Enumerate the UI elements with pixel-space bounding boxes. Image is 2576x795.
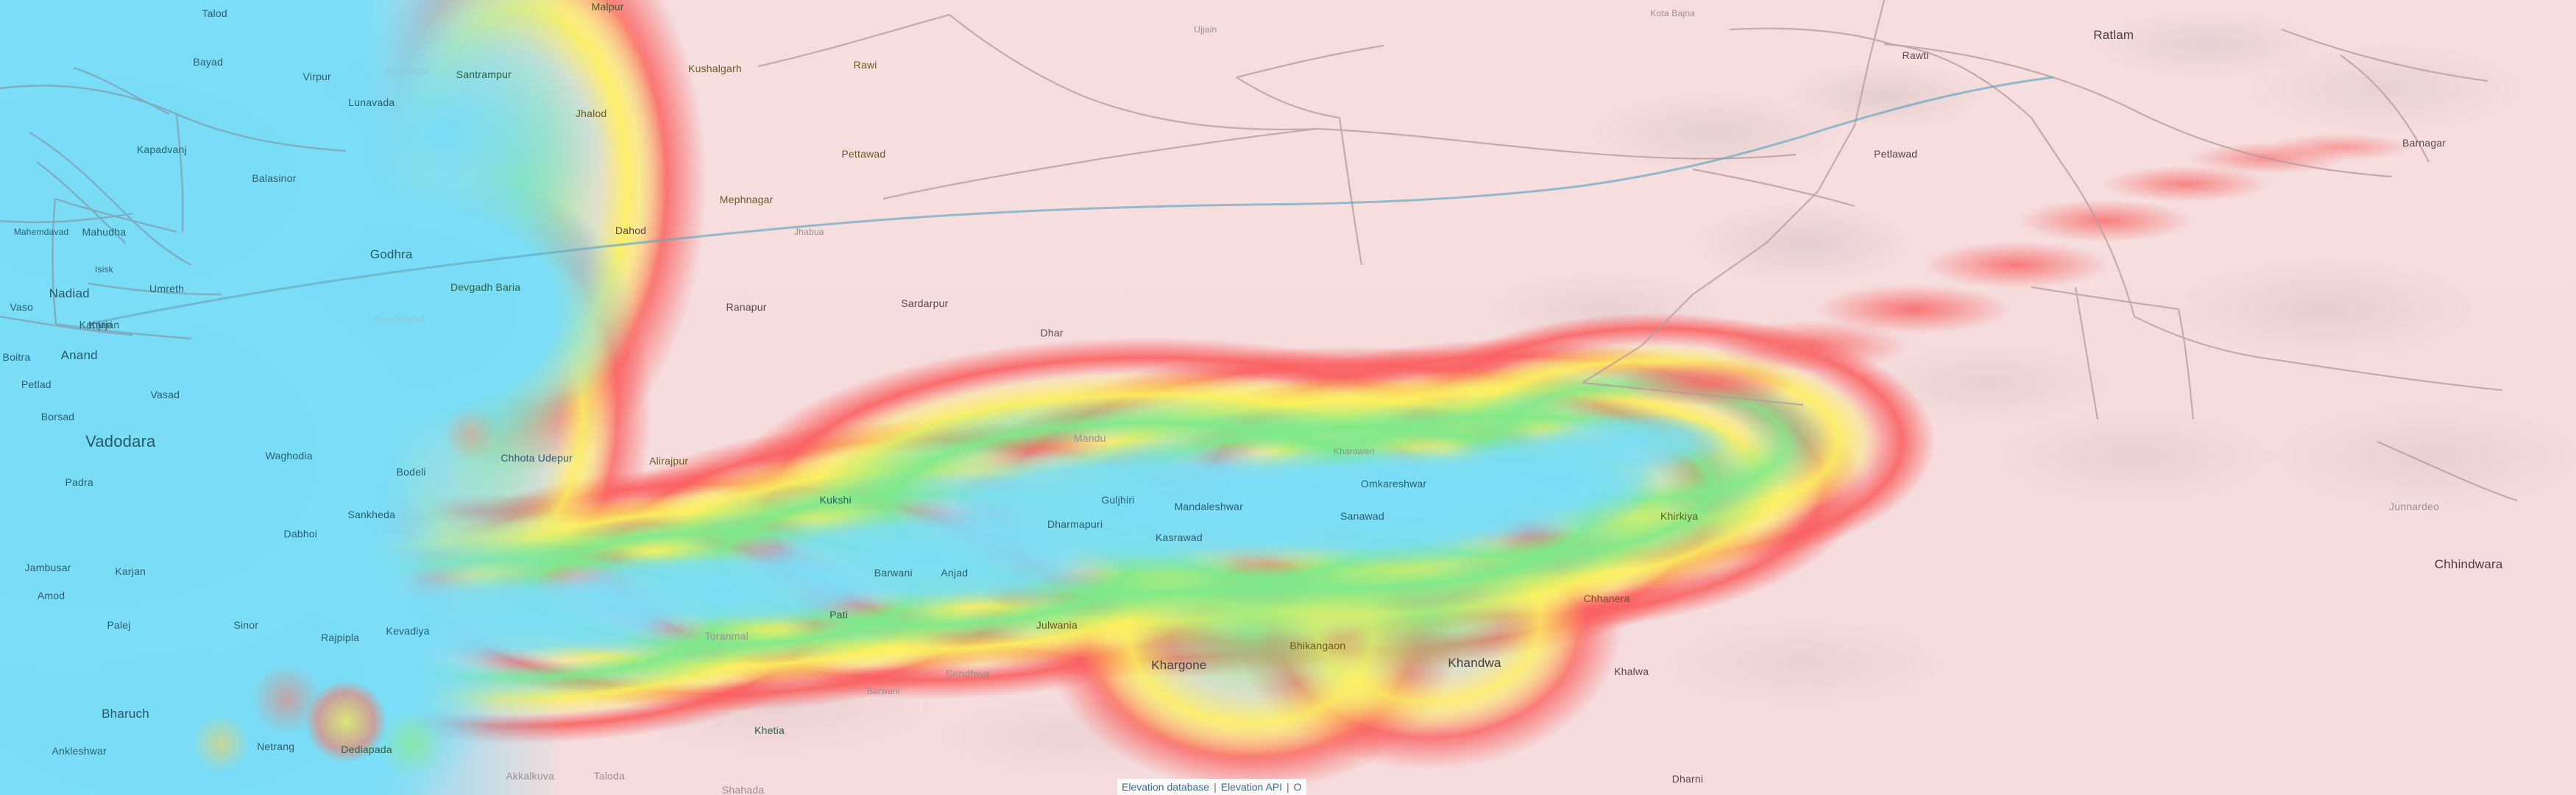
attribution-bar[interactable]: Elevation database | Elevation API | O bbox=[1117, 779, 1306, 795]
attribution-separator-2: | bbox=[1287, 781, 1289, 793]
attribution-separator-1: | bbox=[1214, 781, 1217, 793]
attribution-trailing-link[interactable]: O bbox=[1293, 781, 1302, 793]
elevation-api-link[interactable]: Elevation API bbox=[1220, 781, 1283, 793]
elevation-database-link[interactable]: Elevation database bbox=[1122, 781, 1210, 793]
